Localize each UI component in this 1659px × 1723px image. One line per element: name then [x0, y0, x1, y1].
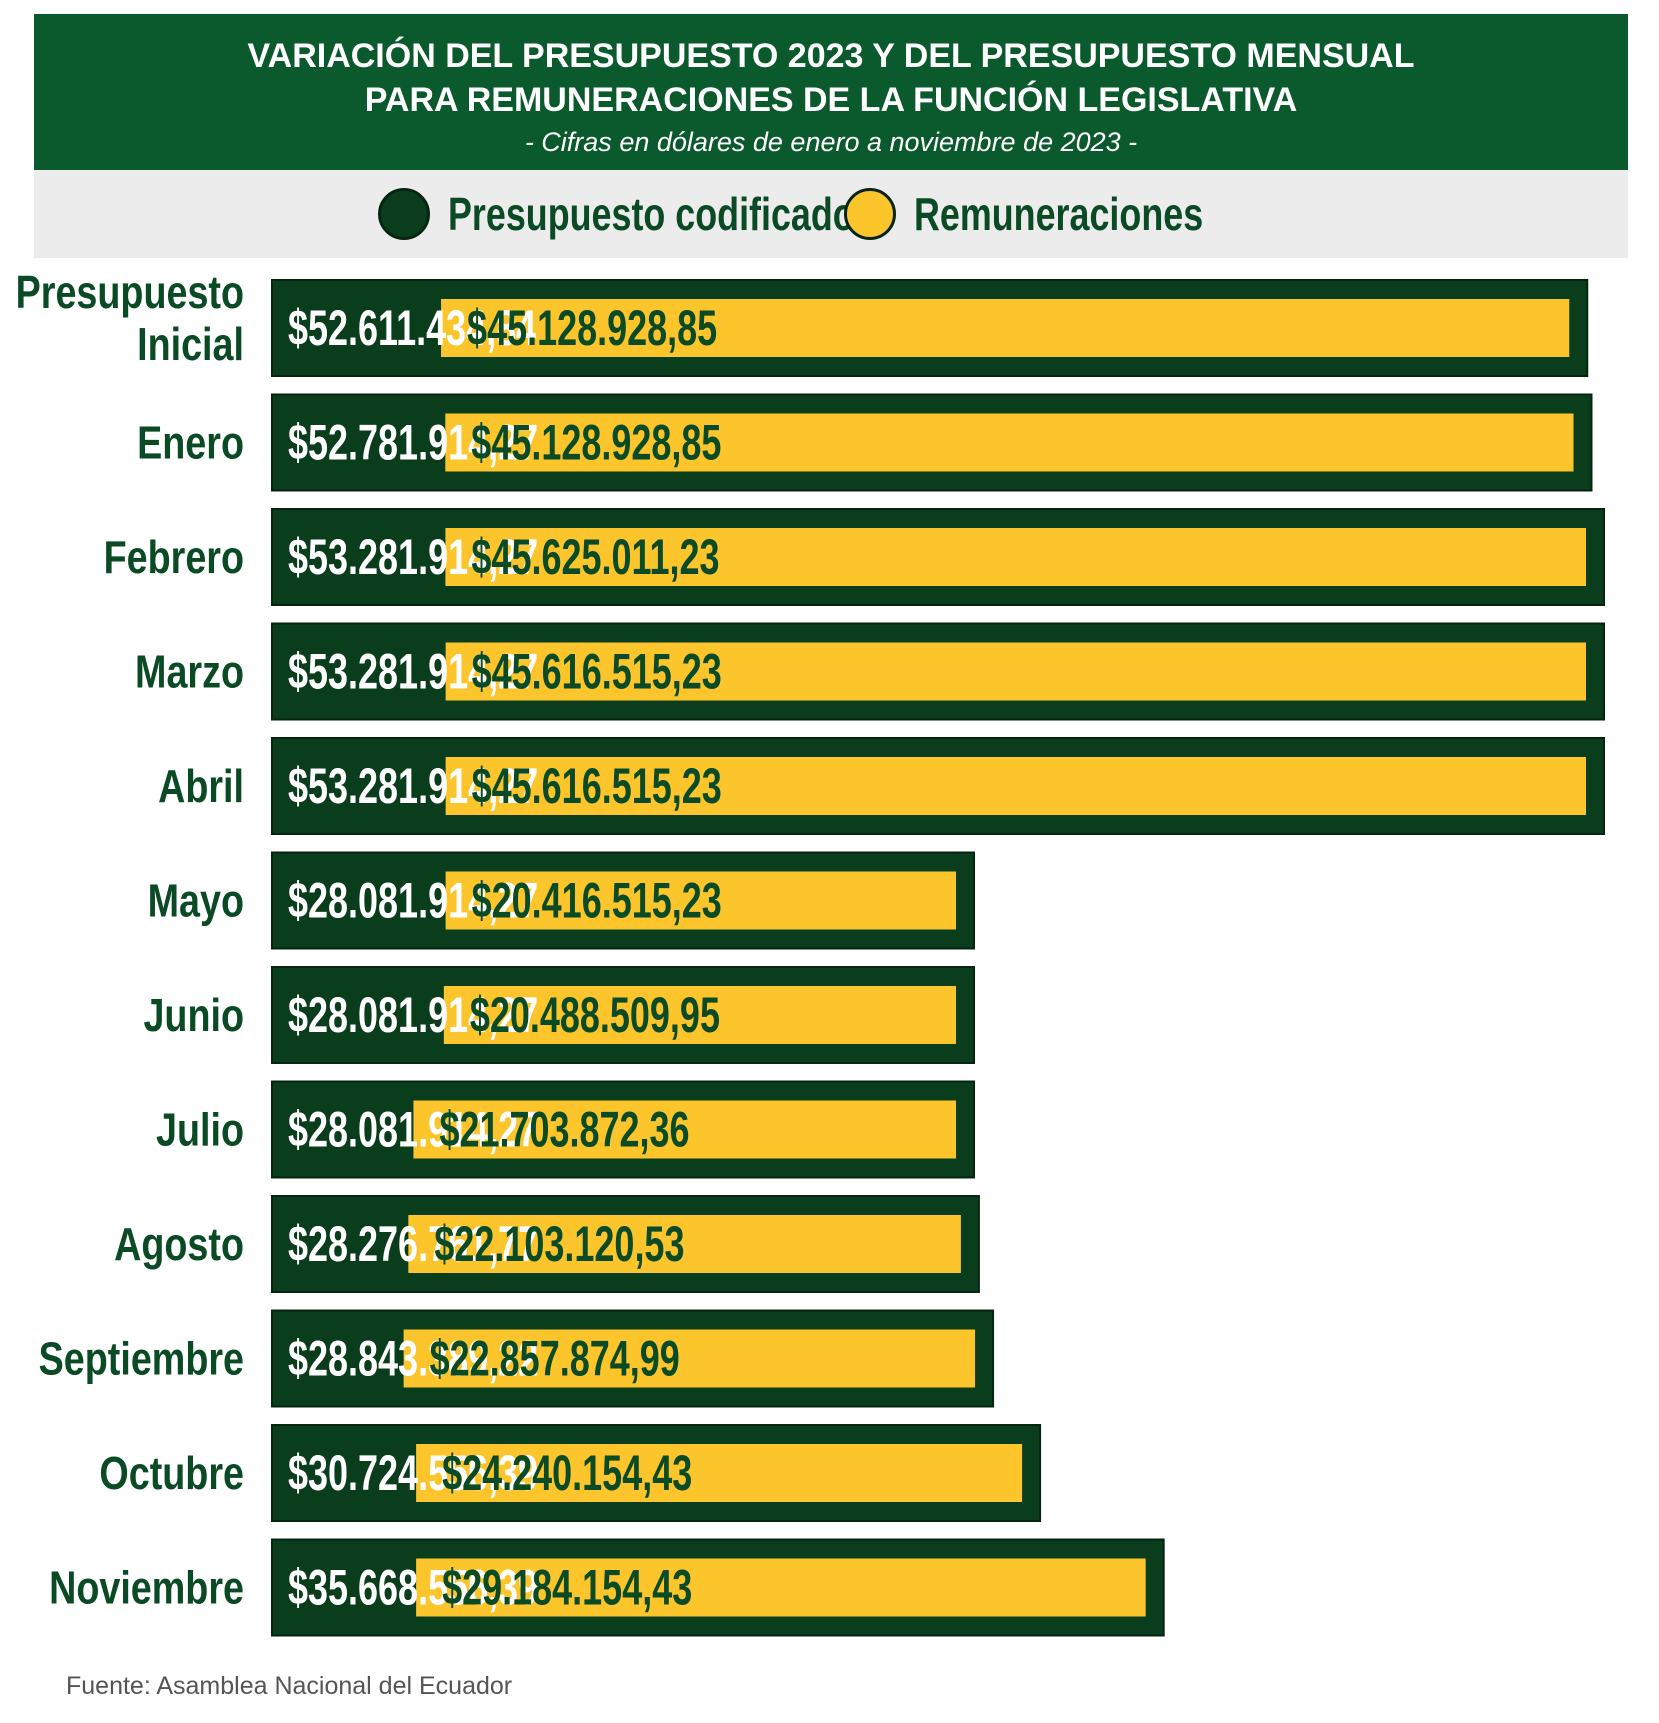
value-label-presupuesto: $28.843.389,22	[288, 1332, 538, 1387]
value-label-remuneraciones: $22.103.120,53	[434, 1217, 684, 1272]
legend-swatch-remuneraciones	[844, 188, 896, 240]
value-label-remuneraciones: $45.128.928,85	[471, 416, 721, 471]
bar-row: Marzo $53.281.914,27$45.616.515,23	[135, 622, 1605, 721]
legend-label-remuneraciones: Remuneraciones	[914, 188, 1204, 240]
value-label-presupuesto: $30.724.556,39	[288, 1446, 538, 1501]
bar-remuneraciones	[445, 757, 1587, 815]
category-label: Junio	[143, 989, 244, 1040]
bar-remuneraciones	[445, 871, 957, 930]
category-label: Noviembre	[49, 1562, 244, 1613]
value-label-remuneraciones: $29.184.154,43	[442, 1561, 692, 1616]
chart-title-line-2: PARA REMUNERACIONES DE LA FUNCIÓN LEGISL…	[364, 81, 1298, 119]
bar-remuneraciones	[445, 642, 1587, 701]
category-label: Octubre	[99, 1447, 244, 1498]
value-label-presupuesto: $28.081.914,27	[288, 1103, 538, 1158]
bar-remuneraciones	[445, 528, 1586, 586]
legend-label-presupuesto: Presupuesto codificado	[448, 188, 855, 240]
legend-item-presupuesto: Presupuesto codificado	[378, 170, 969, 258]
category-label: Julio	[156, 1104, 244, 1155]
bar-row: Septiembre $28.843.389,22$22.857.874,99	[39, 1309, 995, 1408]
value-label-presupuesto: $53.281.914,27	[288, 645, 538, 700]
category-label: Agosto	[114, 1218, 244, 1269]
bar-remuneraciones	[408, 1215, 961, 1273]
value-label-presupuesto: $53.281.914,27	[288, 530, 538, 585]
legend-item-remuneraciones: Remuneraciones	[844, 170, 1285, 258]
value-label-remuneraciones: $45.128.928,85	[467, 301, 717, 356]
bar-row: Noviembre $35.668.556,39$29.184.154,43	[49, 1538, 1165, 1637]
value-label-remuneraciones: $24.240.154,43	[442, 1446, 692, 1501]
bar-row: Agosto $28.276.761,77$22.103.120,53	[114, 1195, 980, 1293]
bar-row: Abril $53.281.914,27$45.616.515,23	[158, 737, 1605, 835]
chart-header: VARIACIÓN DEL PRESUPUESTO 2023 Y DEL PRE…	[34, 14, 1628, 170]
value-label-remuneraciones: $22.857.874,99	[430, 1332, 680, 1387]
value-label-remuneraciones: $45.616.515,23	[472, 759, 722, 814]
value-label-presupuesto: $35.668.556,39	[288, 1561, 538, 1616]
bar-row: Octubre $30.724.556,39$24.240.154,43	[99, 1424, 1042, 1522]
bar-remuneraciones	[441, 299, 1570, 357]
chart-title-line-1: VARIACIÓN DEL PRESUPUESTO 2023 Y DEL PRE…	[247, 37, 1415, 75]
bar-remuneraciones	[443, 986, 957, 1044]
value-label-remuneraciones: $21.703.872,36	[439, 1103, 689, 1158]
value-label-presupuesto: $28.276.761,77	[288, 1217, 538, 1272]
value-label-presupuesto: $28.081.914,27	[288, 988, 538, 1043]
legend: Presupuesto codificado Remuneraciones	[34, 170, 1628, 258]
value-label-remuneraciones: $20.416.515,23	[472, 874, 722, 929]
bar-row: Julio $28.081.914,27$21.703.872,36	[156, 1080, 976, 1179]
bar-remuneraciones	[416, 1558, 1146, 1617]
value-label-presupuesto: $28.081.914,27	[288, 874, 538, 929]
value-label-remuneraciones: $45.616.515,23	[472, 645, 722, 700]
value-label-remuneraciones: $45.625.011,23	[471, 530, 719, 585]
bar-remuneraciones	[445, 413, 1574, 472]
bar-remuneraciones	[416, 1444, 1023, 1502]
bar-remuneraciones	[403, 1329, 976, 1388]
bar-row: Enero $52.781.914,27$45.128.928,85	[137, 393, 1593, 492]
value-label-presupuesto: $53.281.914,27	[288, 759, 538, 814]
source-note: Fuente: Asamblea Nacional del Ecuador	[66, 1672, 513, 1700]
category-label: Enero	[137, 417, 244, 468]
bar-row: Presupuesto Inicial $52.611.434,84$45.128.…	[16, 266, 1589, 377]
category-label: Presupuesto Inicial	[16, 266, 244, 369]
bar-row: Febrero $53.281.914,27$45.625.011,23	[104, 508, 1605, 606]
bar-remuneraciones	[413, 1100, 957, 1159]
category-label: Abril	[158, 760, 244, 811]
category-label: Marzo	[135, 646, 244, 697]
bar-row: Junio $28.081.914,27$20.488.509,95	[143, 966, 976, 1064]
chart-subtitle: - Cifras en dólares de enero a noviembre…	[524, 127, 1138, 157]
bar-row: Mayo $28.081.914,27$20.416.515,23	[148, 851, 976, 950]
category-label: Febrero	[104, 531, 244, 582]
value-label-remuneraciones: $20.488.509,95	[470, 988, 720, 1043]
category-label: Septiembre	[39, 1333, 244, 1384]
legend-swatch-presupuesto	[378, 188, 430, 240]
value-label-presupuesto: $52.611.434,84	[288, 301, 536, 356]
value-label-presupuesto: $52.781.914,27	[288, 416, 538, 471]
category-label: Mayo	[148, 875, 244, 926]
